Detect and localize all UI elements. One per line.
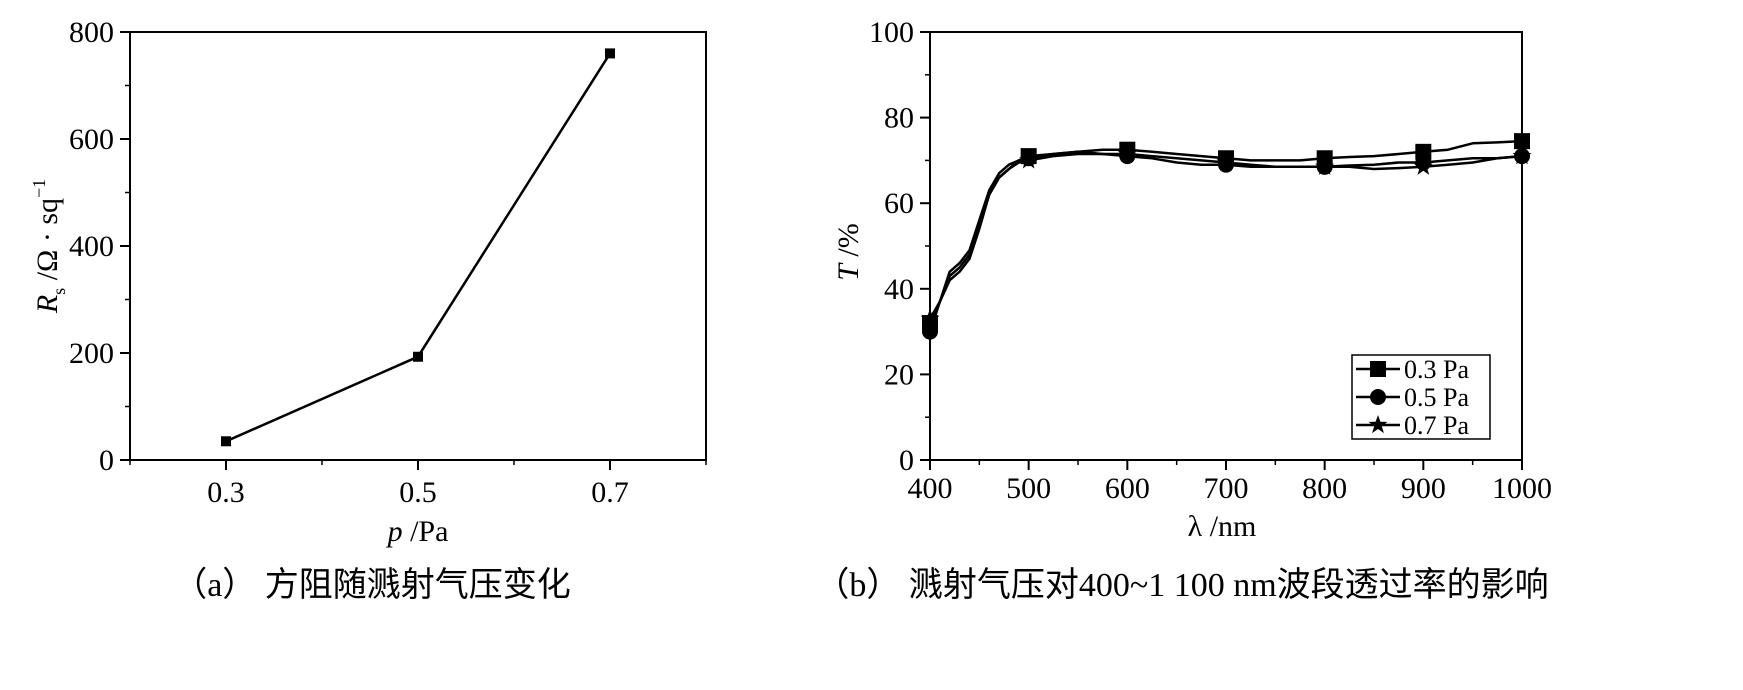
panel-a-y-axis-label: Rs /Ω · sq−1 bbox=[29, 179, 69, 314]
panel-b-transmittance-chart: 0 20 40 60 80 100 400 500 600 700 800 900 1000 0.3 P… bbox=[815, 16, 1552, 604]
panel-b-x-tick-label: 400 bbox=[908, 472, 953, 505]
panel-a-data-point bbox=[413, 351, 423, 362]
panel-b-legend: 0.3 Pa0.5 Pa0.7 Pa bbox=[1351, 354, 1491, 440]
panel-a-y-axis-unit: /Ω · sq bbox=[31, 198, 64, 288]
panel-b-data-point-3 bbox=[1512, 146, 1532, 165]
panel-a-y-axis-superscript: −1 bbox=[29, 179, 49, 198]
panel-b-y-tick-label: 100 bbox=[869, 16, 914, 49]
panel-a-series bbox=[221, 48, 615, 447]
panel-b-x-tick-label: 800 bbox=[1302, 472, 1347, 505]
panel-b-y-axis-symbol: T bbox=[832, 262, 865, 281]
panel-b-data-point-2 bbox=[922, 323, 938, 340]
panel-b-y-tick-label: 0 bbox=[899, 444, 914, 477]
panel-b-data-point-3 bbox=[1216, 152, 1236, 171]
panel-b-legend-marker bbox=[1370, 361, 1386, 377]
panel-a-x-tick-label: 0.5 bbox=[399, 476, 437, 509]
panel-a-plot-frame bbox=[129, 31, 707, 461]
panel-b-series-line-1 bbox=[928, 139, 1523, 324]
panel-b-caption: （b） 溅射气压对400~1 100 nm波段透过率的影响 bbox=[815, 566, 1548, 604]
panel-b-x-axis-label: λ /nm bbox=[1188, 510, 1257, 543]
panel-a-y-tick-label: 800 bbox=[69, 16, 114, 49]
panel-b-ticks: 0 20 40 60 80 100 400 500 600 700 800 900 1000 bbox=[869, 16, 1552, 505]
panel-a-x-axis-label: p /Pa bbox=[386, 515, 449, 548]
panel-b-series bbox=[920, 133, 1532, 340]
panel-a-y-tick-label: 0 bbox=[99, 444, 114, 477]
panel-a-x-tick-label: 0.3 bbox=[207, 476, 245, 509]
panel-a-y-tick-label: 200 bbox=[69, 337, 114, 370]
panel-b-y-tick-label: 40 bbox=[884, 273, 914, 306]
panel-b-series-line-2 bbox=[928, 150, 1523, 332]
panel-b-y-tick-label: 60 bbox=[884, 187, 914, 220]
panel-b-y-tick-label: 20 bbox=[884, 358, 914, 391]
panel-b-data-point-3 bbox=[1117, 144, 1137, 163]
panel-a-ticks: 0 200 400 600 800 0.3 0.5 0.7 bbox=[69, 16, 707, 509]
panel-a-y-tick-label: 600 bbox=[69, 123, 114, 156]
panel-a-series-line bbox=[225, 52, 612, 443]
panel-b-y-axis-unit: /% bbox=[832, 223, 865, 264]
panel-a-x-tick-label: 0.7 bbox=[591, 476, 629, 509]
panel-a-y-tick-label: 400 bbox=[69, 230, 114, 263]
panel-b-x-tick-label: 900 bbox=[1401, 472, 1446, 505]
panel-b-y-axis-label: T /% bbox=[832, 223, 865, 281]
panel-b-data-point-3 bbox=[1413, 156, 1433, 175]
panel-b-data-point-3 bbox=[920, 308, 940, 327]
panel-b-data-point-1 bbox=[1514, 133, 1530, 150]
panel-b-x-tick-label: 700 bbox=[1204, 472, 1249, 505]
panel-b-series-line-3 bbox=[928, 152, 1523, 320]
panel-b-legend-label: 0.5 Pa bbox=[1404, 383, 1469, 412]
panel-b-legend-label: 0.3 Pa bbox=[1404, 355, 1469, 384]
panel-a-caption: （a） 方阻随溅射气压变化 bbox=[173, 566, 571, 604]
panel-b-y-tick-label: 80 bbox=[884, 102, 914, 135]
panel-a-y-axis-subscript: s bbox=[49, 288, 69, 295]
panel-a-x-axis-symbol: p bbox=[386, 515, 403, 548]
panel-b-legend-marker bbox=[1370, 389, 1386, 405]
panel-b-legend-marker bbox=[1368, 415, 1388, 434]
panel-b-x-axis-unit: /nm bbox=[1202, 510, 1256, 543]
panel-b-data-point-3 bbox=[1315, 156, 1335, 175]
panel-b-data-point-3 bbox=[1019, 150, 1039, 169]
panel-b-x-tick-label: 1000 bbox=[1492, 472, 1552, 505]
panel-b-x-tick-label: 500 bbox=[1006, 472, 1051, 505]
panel-b-x-axis-symbol: λ bbox=[1188, 510, 1203, 543]
panel-a-y-axis-symbol: R bbox=[31, 295, 64, 314]
panel-b-x-tick-label: 600 bbox=[1105, 472, 1150, 505]
panel-b-legend-items: 0.3 Pa0.5 Pa0.7 Pa bbox=[1356, 355, 1469, 440]
panel-a-data-point bbox=[221, 436, 231, 447]
panel-a-resistance-chart: 0 200 400 600 800 0.3 0.5 0.7 p /Pa Rs /Ω · sq−… bbox=[29, 16, 707, 604]
panel-b-legend-label: 0.7 Pa bbox=[1404, 411, 1469, 440]
panel-a-data-point bbox=[605, 48, 615, 59]
panel-a-x-axis-unit: /Pa bbox=[403, 515, 449, 548]
